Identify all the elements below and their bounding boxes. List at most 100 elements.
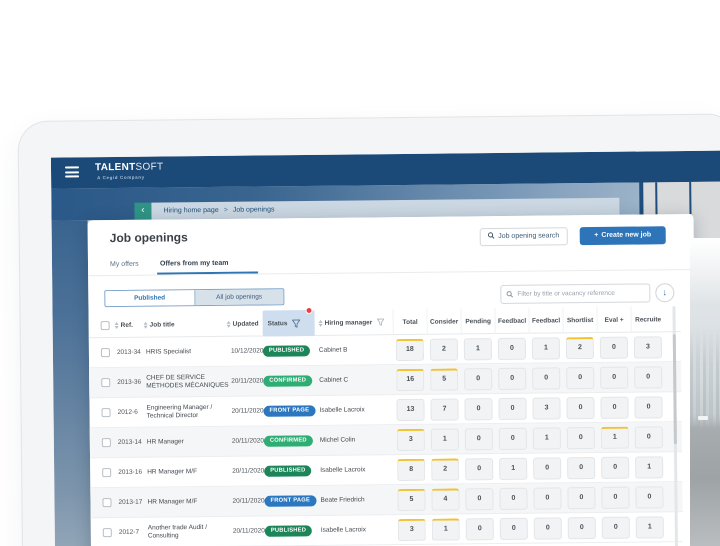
column-header-job-title[interactable]: Job title <box>143 311 175 337</box>
count-cell[interactable]: 0 <box>566 367 595 390</box>
count-cell[interactable]: 13 <box>396 398 425 422</box>
toggle-published[interactable]: Published <box>105 290 194 307</box>
count-cell[interactable]: 1 <box>635 456 664 479</box>
count-cell[interactable]: 0 <box>464 368 493 391</box>
count-cell[interactable]: 0 <box>601 486 630 509</box>
count-cell[interactable]: 0 <box>465 458 494 481</box>
select-all-checkbox[interactable] <box>100 312 110 338</box>
count-cell[interactable]: 0 <box>567 486 596 510</box>
count-cell[interactable]: 3 <box>532 397 561 420</box>
count-cell[interactable]: 0 <box>533 517 562 540</box>
count-cell[interactable]: 0 <box>465 518 494 541</box>
row-checkbox[interactable] <box>102 468 112 480</box>
count-cell[interactable]: 1 <box>431 518 460 541</box>
create-new-job-opening-button[interactable]: + Create new job opening <box>579 226 666 255</box>
count-cell[interactable]: 16 <box>396 368 425 392</box>
count-cell[interactable]: 0 <box>600 366 629 389</box>
column-header-recruited[interactable]: Recruite <box>630 306 665 333</box>
count-cell[interactable]: 2 <box>429 338 459 361</box>
column-header-consider[interactable]: Consider <box>426 308 461 335</box>
column-header-eval[interactable]: Eval + <box>596 306 631 333</box>
count-cell[interactable]: 0 <box>532 367 561 390</box>
count-cell[interactable]: 1 <box>531 337 561 360</box>
column-header-total[interactable]: Total <box>392 308 427 336</box>
count-cell[interactable]: 1 <box>463 338 493 361</box>
job-title-cell[interactable]: HR Manager <box>146 437 184 446</box>
count-cell[interactable]: 0 <box>533 457 562 480</box>
count-cell[interactable]: 0 <box>634 396 663 419</box>
column-header-updated[interactable]: Updated <box>226 311 259 337</box>
count-cell[interactable]: 1 <box>600 426 629 449</box>
job-title-cell[interactable]: HR Manager M/F <box>147 467 198 476</box>
count-cell[interactable]: 4 <box>431 488 460 511</box>
filter-funnel-icon[interactable] <box>376 318 384 326</box>
download-button[interactable]: ↓ <box>655 283 675 303</box>
updated-cell: 20/11/2020 <box>231 436 264 445</box>
table-row[interactable]: 2012-7 Another trade Audit / Consulting 20… <box>90 512 683 546</box>
count-cell[interactable]: 3 <box>397 518 426 542</box>
count-cell[interactable]: 0 <box>498 427 527 451</box>
job-opening-search-button[interactable]: Job opening search <box>479 227 568 247</box>
count-cell[interactable]: 0 <box>566 427 595 450</box>
column-header-pending[interactable]: Pending <box>460 308 495 335</box>
count-cell[interactable]: 0 <box>465 488 494 511</box>
tab-offers-from-my-team[interactable]: Offers from my team <box>159 259 229 268</box>
count-cell[interactable]: 18 <box>395 338 425 362</box>
count-cell[interactable]: 0 <box>499 517 528 541</box>
tab-my-offers[interactable]: My offers <box>109 260 139 269</box>
count-cell[interactable]: 5 <box>397 488 426 512</box>
row-checkbox[interactable] <box>102 498 112 510</box>
count-cell[interactable]: 5 <box>430 368 459 391</box>
job-title-cell[interactable]: Engineering Manager / Technical Director <box>146 403 213 420</box>
count-cell[interactable]: 1 <box>499 457 528 481</box>
count-cell[interactable]: 0 <box>634 366 663 389</box>
row-checkbox[interactable] <box>102 528 112 540</box>
breadcrumb-home-link[interactable]: Hiring home page <box>163 206 219 215</box>
count-cell[interactable]: 1 <box>430 428 459 451</box>
count-cell[interactable]: 2 <box>565 337 595 360</box>
count-cell[interactable]: 1 <box>532 427 561 450</box>
row-checkbox[interactable] <box>101 408 111 420</box>
count-cell[interactable]: 0 <box>464 428 493 451</box>
count-cell[interactable]: 0 <box>499 487 528 511</box>
count-cell[interactable]: 0 <box>567 516 596 540</box>
count-cell[interactable]: 0 <box>498 397 527 421</box>
filter-search-input[interactable] <box>517 289 645 298</box>
count-cell[interactable]: 0 <box>634 426 663 449</box>
count-cell[interactable]: 7 <box>430 398 459 421</box>
count-cell[interactable]: 0 <box>635 486 664 509</box>
count-cell[interactable]: 0 <box>533 487 562 510</box>
filter-funnel-icon[interactable] <box>291 319 301 328</box>
count-cell[interactable]: 0 <box>601 456 630 479</box>
count-cell[interactable]: 0 <box>567 456 596 480</box>
count-cell[interactable]: 1 <box>635 516 664 539</box>
count-cell[interactable]: 0 <box>566 397 595 420</box>
breadcrumb-back-button[interactable]: ‹ <box>134 202 152 220</box>
count-cell[interactable]: 0 <box>600 396 629 419</box>
row-checkbox[interactable] <box>101 438 111 450</box>
hiring-manager-cell: Michel Colin <box>319 435 356 444</box>
column-header-shortlist[interactable]: Shortlist <box>562 306 597 334</box>
count-cell[interactable]: 3 <box>633 336 663 359</box>
hamburger-menu-icon[interactable] <box>64 166 80 178</box>
count-cell[interactable]: 0 <box>601 516 630 539</box>
count-cell[interactable]: 0 <box>497 337 527 361</box>
count-cell[interactable]: 0 <box>464 398 493 421</box>
column-header-status[interactable]: Status <box>262 306 315 337</box>
count-cell[interactable]: 8 <box>397 458 426 482</box>
job-title-cell[interactable]: HR Manager M/F <box>147 497 198 506</box>
job-title-cell[interactable]: CHEF DE SERVICE MÉTHODES MÉCANIQUES <box>146 373 229 390</box>
job-title-cell[interactable]: HRIS Specialist <box>145 347 192 356</box>
job-title-cell[interactable]: Another trade Audit / Consulting <box>147 523 208 540</box>
toggle-all-job-openings[interactable]: All job openings <box>193 289 284 306</box>
count-cell[interactable]: 3 <box>396 428 425 452</box>
count-cell[interactable]: 0 <box>599 336 629 359</box>
column-header-feedback1[interactable]: Feedbacl <box>494 307 529 335</box>
row-checkbox[interactable] <box>100 348 110 360</box>
column-header-ref[interactable]: Ref. <box>114 312 134 338</box>
column-header-hiring-manager[interactable]: Hiring manager <box>318 309 384 336</box>
row-checkbox[interactable] <box>101 378 111 390</box>
count-cell[interactable]: 2 <box>431 458 460 481</box>
column-header-feedback2[interactable]: Feedbacl <box>528 307 563 334</box>
count-cell[interactable]: 0 <box>498 367 527 391</box>
